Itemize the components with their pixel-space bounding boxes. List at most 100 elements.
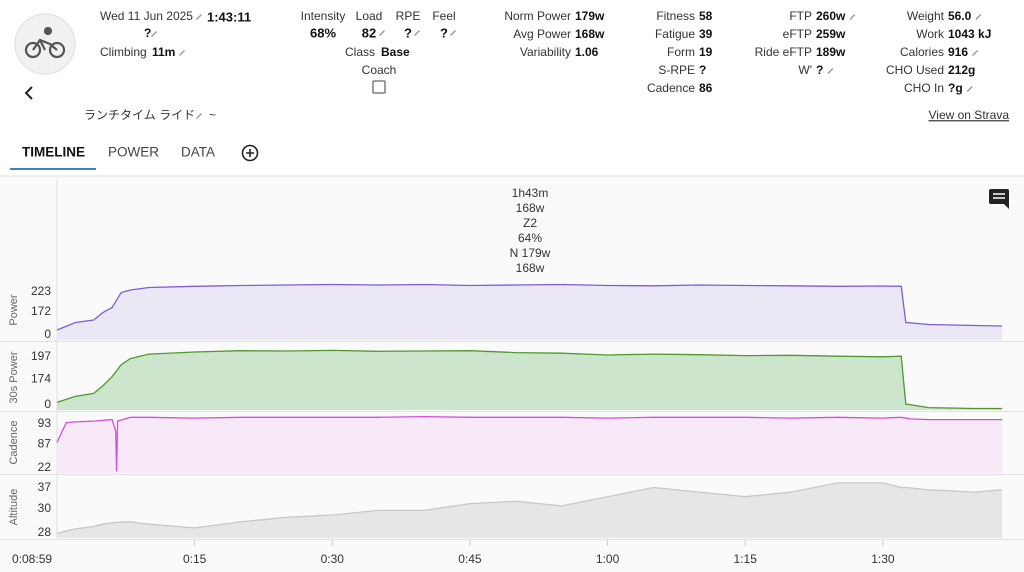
class-label: Class [345,45,375,59]
tab[interactable]: DATA [181,145,215,160]
stat-label: Norm Power [504,9,571,23]
panel-stat: 223 [31,284,51,298]
cursor-time: 0:08:59 [12,552,52,566]
panel-stat: 174 [31,372,51,386]
edit-icon[interactable] [827,68,834,74]
trace-line [56,482,1003,535]
stat-label: Weight [907,9,945,23]
trace-line [56,349,1003,410]
comment-icon[interactable] [989,189,1009,209]
x-tick-label: 1:00 [596,552,620,566]
climbing-label: Climbing [100,45,147,59]
metric-label: Intensity [301,9,346,23]
stat-value: 19 [699,45,713,59]
edit-icon[interactable] [975,14,982,20]
stat-label: W' [798,63,812,77]
panel-stat: 28 [38,525,52,539]
panel-label: Altitude [8,489,20,526]
metric-value: ? [404,25,412,40]
tab[interactable]: TIMELINE [22,145,85,160]
coach-checkbox[interactable] [372,80,386,94]
stat-value: 56.0 [948,9,972,23]
strava-link[interactable]: View on Strava [929,108,1010,122]
stat-label: Variability [520,45,571,59]
stat-value: 1.06 [575,45,599,59]
coach-label: Coach [362,63,397,77]
summary-line: 168w [516,261,545,275]
edit-icon[interactable] [196,14,202,20]
panel-stat: 87 [38,437,52,451]
panel-label: 30s Power [8,351,20,403]
area-fill [57,416,1003,473]
activity-icon [14,13,76,75]
edit-icon[interactable] [972,50,979,56]
stat-label: eFTP [783,27,812,41]
add-tab[interactable] [241,144,259,162]
stat-value: ? [816,63,823,77]
edit-icon[interactable] [151,31,157,37]
stat-label: Cadence [647,81,695,95]
panel-stat: 37 [38,480,52,494]
stat-value: 189w [816,45,846,59]
edit-icon[interactable] [379,30,385,36]
date: Wed 11 Jun 2025 [100,9,193,23]
stat-value: 168w [575,27,605,41]
description[interactable]: ? [144,26,151,40]
stat-label: Work [916,27,945,41]
x-tick-label: 0:45 [458,552,482,566]
climbing-value: 11m [152,45,175,59]
stat-label: Fitness [656,9,695,23]
stat-label: Avg Power [513,27,571,41]
tab[interactable]: POWER [108,145,159,160]
title-suffix: ~ [209,108,216,122]
bike-icon [24,26,66,59]
panel-label: Power [8,294,20,326]
metric-value: 68% [310,25,336,40]
panel-stat: 0 [44,327,51,341]
activity-title[interactable]: ランチタイム ライド [84,108,195,122]
metric-value: ? [440,25,448,40]
class-value[interactable]: Base [381,45,410,59]
stat-label: Calories [900,45,944,59]
edit-icon[interactable] [849,14,856,20]
summary-line: 168w [516,201,545,215]
back-button[interactable] [24,86,33,100]
stat-label: CHO Used [886,63,944,77]
stat-value: 86 [699,81,713,95]
x-tick-label: 0:30 [321,552,345,566]
trace-line [56,415,1003,472]
panel-stat: 93 [38,416,52,430]
summary-line: 64% [518,231,542,245]
stat-value: 259w [816,27,846,41]
stat-value: 39 [699,27,713,41]
x-tick-label: 1:30 [871,552,895,566]
x-tick-label: 1:15 [734,552,758,566]
edit-icon[interactable] [196,113,202,119]
panel-stat: 22 [38,460,52,474]
panel-stat: 172 [31,304,51,318]
stat-value: 260w [816,9,846,23]
stat-label: Form [667,45,695,59]
panel-stat: 30 [38,501,52,515]
edit-icon[interactable] [179,50,185,56]
x-tick-label: 0:15 [183,552,207,566]
stat-label: FTP [789,9,812,23]
trace-line [56,283,1003,331]
metric-value: 82 [362,25,376,40]
stat-value: ?g [948,81,963,95]
edit-icon[interactable] [450,30,456,36]
stat-label: CHO In [904,81,944,95]
panel-label: Cadence [8,420,20,464]
edit-icon[interactable] [966,86,973,92]
stat-label: S-RPE [658,63,695,77]
metric-label: Feel [432,9,455,23]
metric-label: Load [356,9,383,23]
stat-value: 1043 kJ [948,27,991,41]
summary-line: Z2 [523,216,537,230]
edit-icon[interactable] [414,30,420,36]
duration: 1:43:11 [207,9,251,24]
stat-value: ? [699,63,706,77]
